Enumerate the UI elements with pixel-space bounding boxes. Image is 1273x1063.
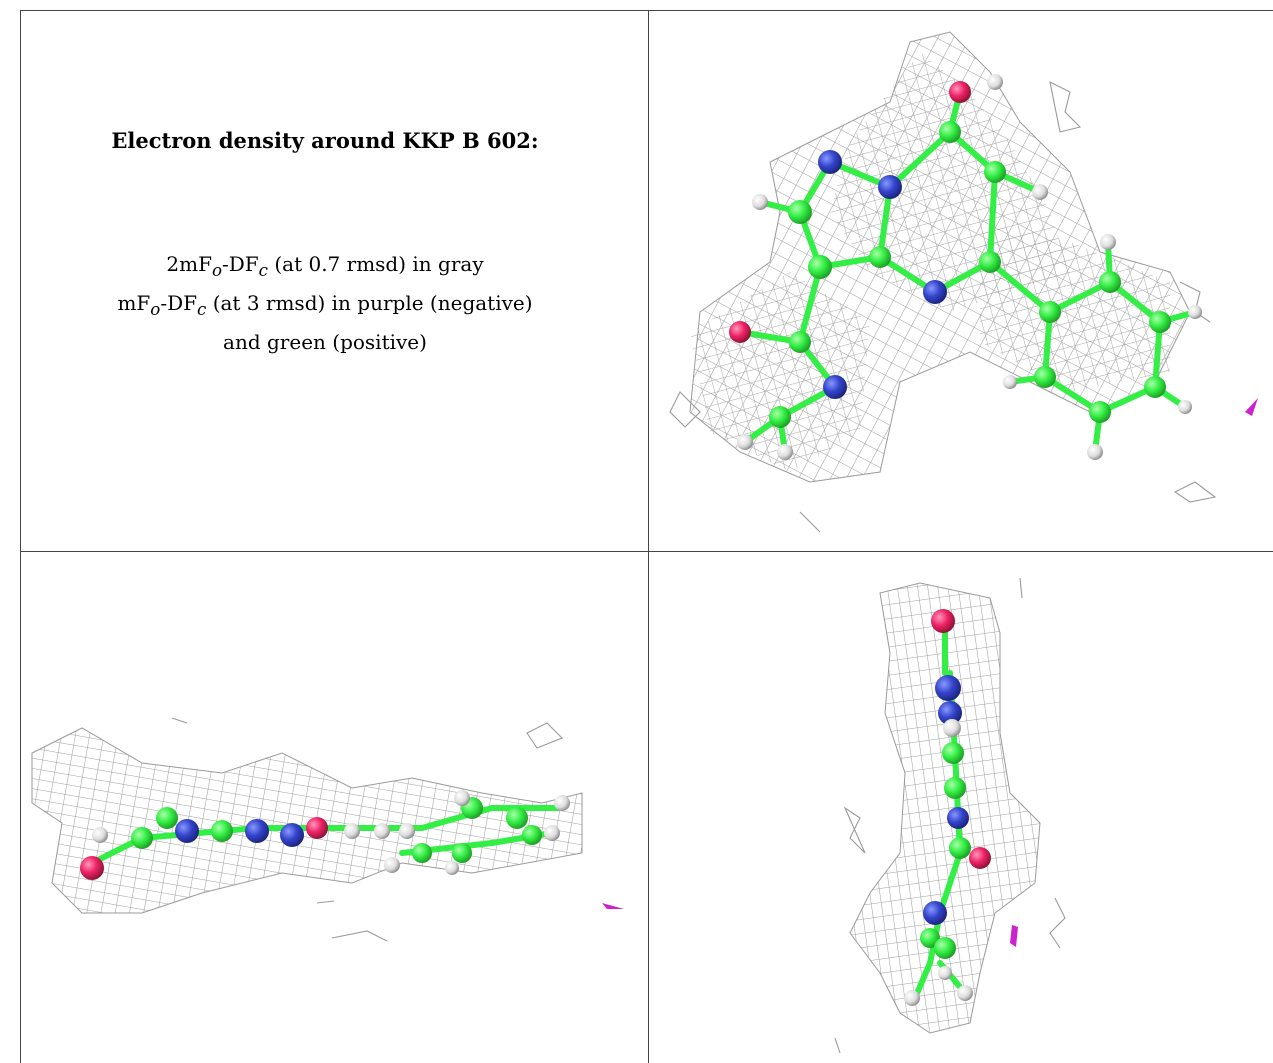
table-divider-horizontal: [20, 551, 1273, 552]
ligand-atoms: [729, 74, 1202, 460]
ligand-end-view: [834, 577, 1066, 1054]
ligand-side-view: [31, 717, 624, 942]
density-fragments: [171, 717, 563, 942]
negative-density-blob: [1010, 925, 1018, 947]
ligand-atoms: [904, 609, 991, 1006]
density-fragments: [669, 81, 1217, 533]
ligand-top-view: [669, 31, 1258, 533]
density-mesh: [689, 31, 1191, 483]
table-border-left: [20, 10, 21, 1063]
table-divider-vertical: [648, 10, 649, 1063]
negative-density-blob: [1245, 398, 1258, 416]
legend-line-gray: 2mFo-DFc (at 0.7 rmsd) in gray: [166, 252, 484, 280]
legend-line-difference: mFo-DFc (at 3 rmsd) in purple (negative): [117, 291, 533, 319]
ligand-atoms: [80, 790, 570, 880]
legend-line-positive: and green (positive): [223, 330, 427, 354]
density-mesh: [849, 582, 1041, 1034]
density-mesh: [31, 727, 583, 914]
figure-description: 2mFo-DFc (at 0.7 rmsd) in gray mFo-DFc (…: [20, 248, 630, 358]
density-fragments: [834, 577, 1066, 1054]
figure-title: Electron density around KKP B 602:: [111, 128, 539, 153]
negative-density-blob: [602, 903, 624, 909]
table-border-top: [20, 10, 1273, 11]
